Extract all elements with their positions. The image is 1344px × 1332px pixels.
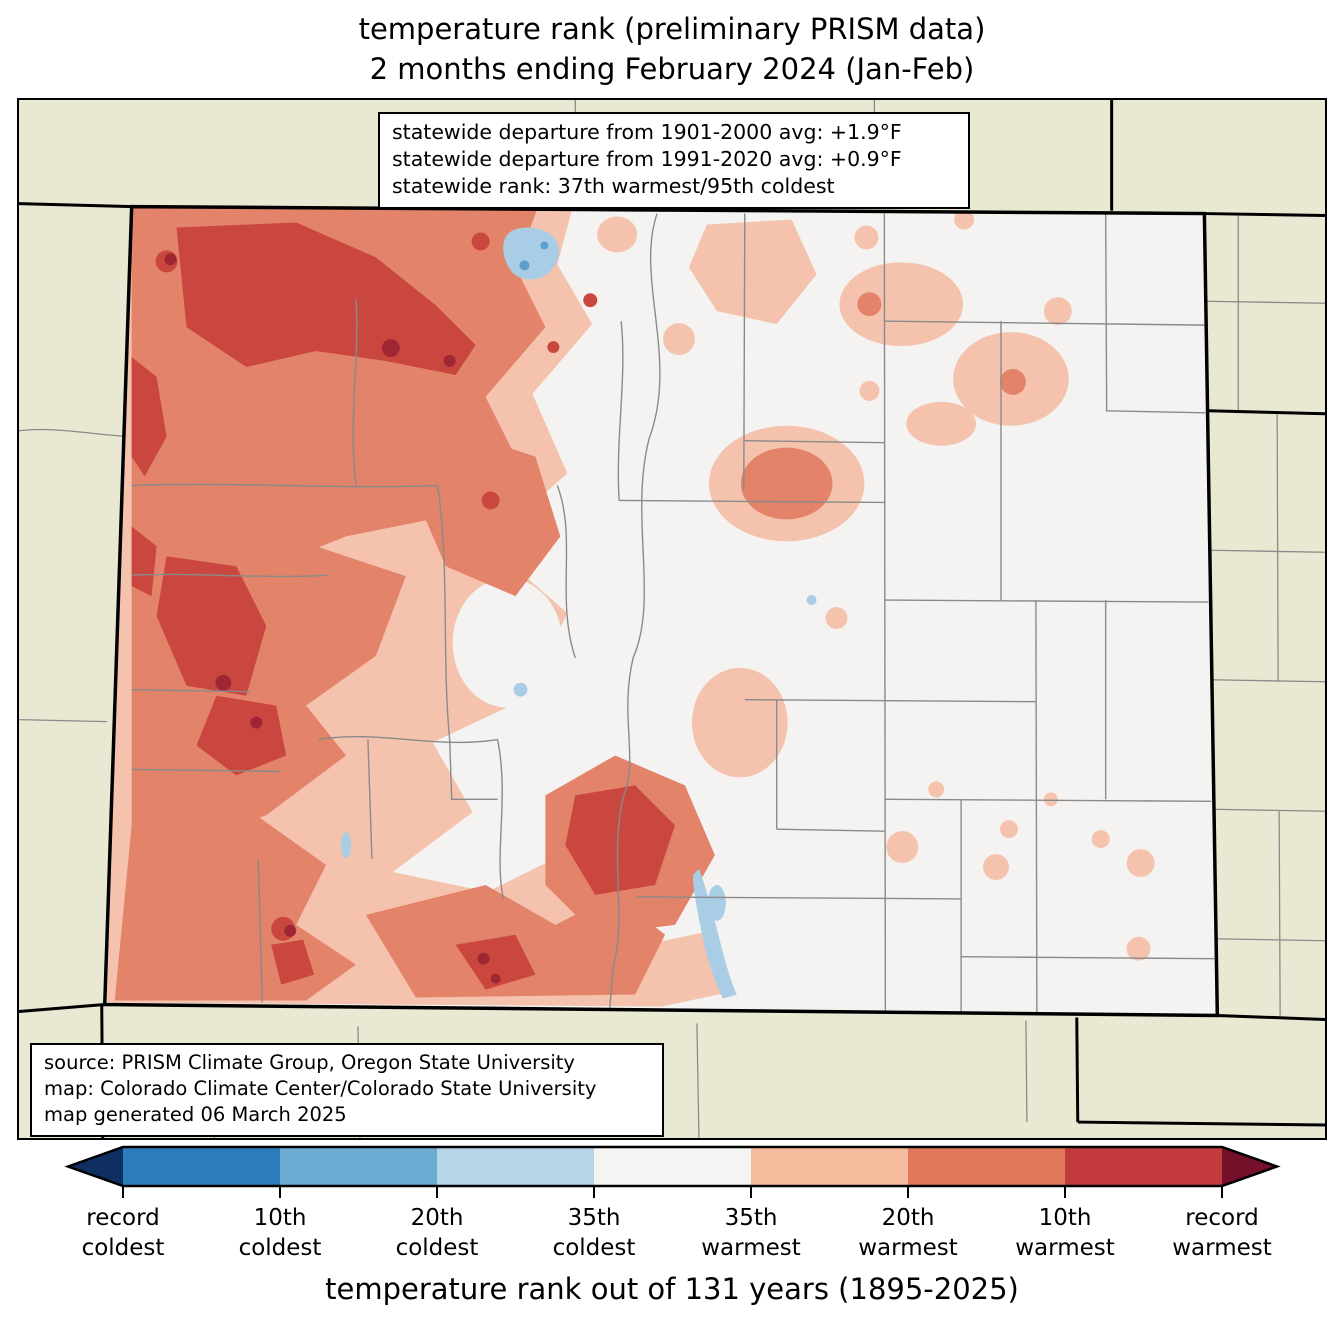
layer-35th-coldest (341, 227, 817, 999)
page-title-line1: temperature rank (preliminary PRISM data… (358, 12, 986, 46)
layer-record-warmest-spots (164, 253, 501, 984)
legend-label-10th-coldest: 10th coldest (238, 1205, 322, 1261)
legend-label-35th-warmest: 35th warmest (701, 1205, 801, 1261)
layer-10th-warmest (131, 222, 675, 990)
statewide-stats-box: statewide departure from 1901-2000 avg: … (378, 112, 970, 209)
colorado-map-svg (19, 100, 1325, 1138)
legend-label-10th-warmest: 10th warmest (1015, 1205, 1115, 1261)
legend-seg-20th-warmest (908, 1147, 1065, 1186)
legend-seg-near-normal (594, 1147, 751, 1186)
near-normal-hole (452, 578, 563, 708)
legend-seg-10th-coldest (123, 1147, 280, 1186)
stat-statewide-rank: statewide rank: 37th warmest/95th coldes… (392, 174, 835, 198)
colorado-county-lines (131, 213, 1215, 1016)
legend-label-record-warmest: record warmest (1172, 1205, 1272, 1261)
legend-seg-35th-coldest (437, 1147, 594, 1186)
source-line: source: PRISM Climate Group, Oregon Stat… (44, 1051, 575, 1074)
legend-colorbar (64, 1145, 1281, 1198)
stat-departure-1991-2020: statewide departure from 1991-2020 avg: … (392, 147, 902, 171)
legend-arrow-record-coldest (68, 1147, 123, 1186)
legend-seg-20th-coldest (280, 1147, 437, 1186)
legend-label-35th-coldest: 35th coldest (552, 1205, 636, 1261)
page-title-line2: 2 months ending February 2024 (Jan-Feb) (369, 52, 975, 86)
layer-20th-coldest-spots (519, 241, 549, 271)
legend-arrow-record-warmest (1222, 1147, 1277, 1186)
legend-ticks (122, 1186, 1223, 1198)
legend-seg-35th-warmest (751, 1147, 908, 1186)
rank-raster-layers (106, 206, 1215, 1016)
legend-label-record-coldest: record coldest (81, 1205, 165, 1261)
map-credit-line: map: Colorado Climate Center/Colorado St… (44, 1077, 597, 1100)
colorado-state-border (102, 204, 1220, 1018)
stat-departure-1901-2000: statewide departure from 1901-2000 avg: … (392, 120, 902, 144)
legend-label-20th-warmest: 20th warmest (858, 1205, 958, 1261)
map-frame (17, 98, 1327, 1140)
generated-date-line: map generated 06 March 2025 (44, 1103, 347, 1126)
legend-caption: temperature rank out of 131 years (1895-… (325, 1272, 1019, 1306)
legend-label-20th-coldest: 20th coldest (395, 1205, 479, 1261)
source-credit-box: source: PRISM Climate Group, Oregon Stat… (30, 1043, 664, 1137)
legend-seg-10th-warmest (1065, 1147, 1222, 1186)
